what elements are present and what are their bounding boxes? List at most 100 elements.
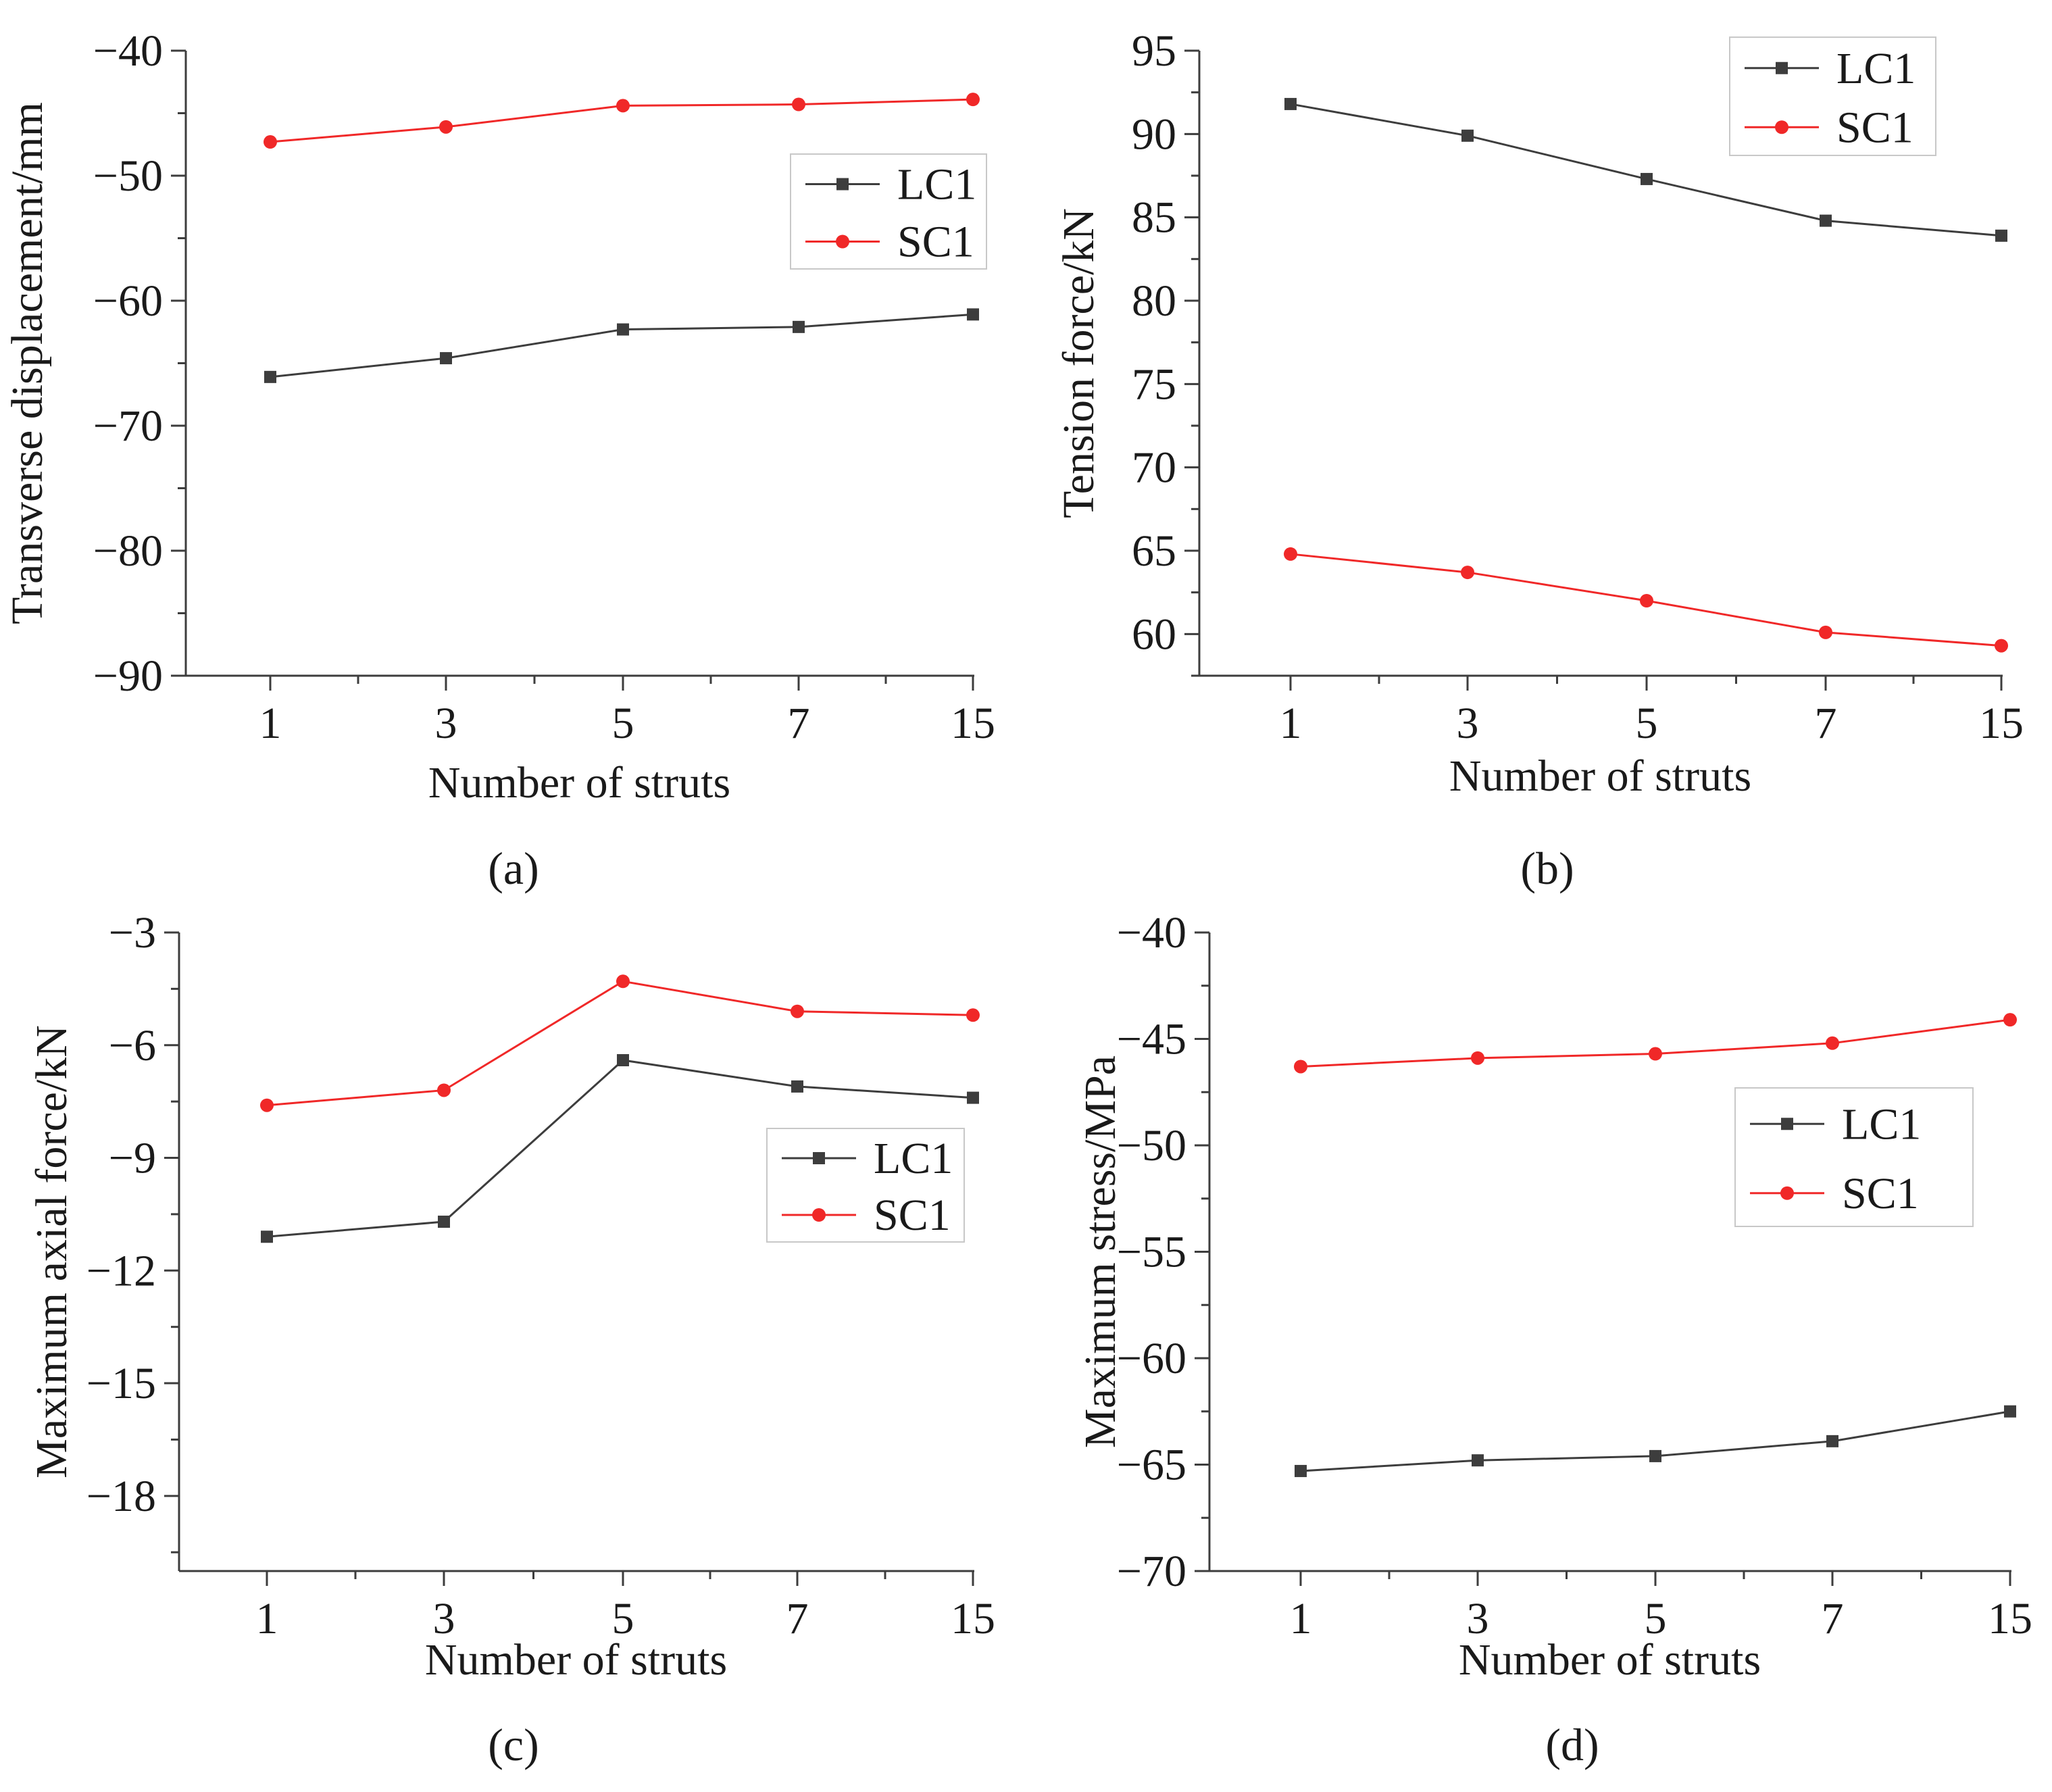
y-tick-label: 70	[1132, 443, 1176, 493]
x-tick-label: 7	[1815, 699, 1837, 748]
x-tick-label: 15	[1988, 1594, 2032, 1643]
chart-panel-3: −3 −6 −9 −12 −15 −18 1 3 5 7 15 Number of struts Max…	[27, 908, 995, 1770]
chart-panel-1: −40 −50 −60 −70 −80 −90 1 3 5 7 15 Number of struts…	[3, 26, 995, 894]
chart-panel-4: −40 −45 −50 −55 −60 −65 −70 1 3 5 7 15 Number of str…	[1076, 908, 2032, 1770]
legend-label: SC1	[1842, 1169, 1919, 1218]
legend-label: SC1	[1836, 103, 1913, 152]
x-axis-title: Number of struts	[1449, 751, 1751, 801]
data-point-sc1	[616, 974, 630, 989]
x-tick-label: 1	[1290, 1594, 1312, 1643]
x-tick-label: 5	[1645, 1594, 1667, 1643]
data-point-lc1	[1820, 214, 1832, 227]
legend-label: LC1	[874, 1134, 953, 1183]
y-tick-label: −12	[86, 1246, 156, 1295]
legend-marker	[812, 1208, 826, 1222]
data-point-lc1	[438, 1216, 450, 1228]
x-tick-label: 5	[612, 699, 634, 748]
x-tick-label: 5	[612, 1594, 634, 1643]
legend-label: LC1	[1842, 1099, 1921, 1149]
y-tick-label: −70	[93, 401, 163, 451]
data-point-lc1	[967, 1091, 979, 1104]
legend-box	[1734, 1087, 1974, 1227]
x-tick-label: 1	[1280, 699, 1302, 748]
y-tick-label: −90	[93, 651, 163, 701]
data-point-sc1	[1826, 1036, 1839, 1050]
data-point-lc1	[1995, 229, 2007, 242]
y-tick-label: 65	[1132, 526, 1176, 576]
y-axis-title: Tension force/kN	[1054, 208, 1103, 518]
x-tick-label: 3	[1467, 1594, 1489, 1643]
x-tick-label: 5	[1636, 699, 1658, 748]
x-tick-label: 7	[1822, 1594, 1844, 1643]
data-point-sc1	[2003, 1013, 2017, 1027]
y-axis-title: Maximum stress/MPa	[1076, 1055, 1125, 1448]
data-point-lc1	[1472, 1454, 1484, 1467]
x-tick-label: 15	[1979, 699, 2024, 748]
y-tick-label: 75	[1132, 359, 1176, 409]
data-point-lc1	[1641, 172, 1653, 185]
data-point-lc1	[617, 1054, 629, 1066]
y-tick-label: −3	[109, 908, 156, 957]
y-tick-label: 85	[1132, 193, 1176, 243]
data-point-sc1	[792, 97, 805, 111]
y-tick-label: −45	[1117, 1015, 1186, 1064]
y-tick-label: −40	[93, 26, 163, 76]
legend-box	[1729, 36, 1936, 156]
legend-box	[790, 153, 987, 270]
data-point-sc1	[1649, 1047, 1662, 1061]
y-tick-label: −50	[93, 151, 163, 201]
data-point-lc1	[791, 1080, 803, 1093]
data-point-sc1	[1471, 1051, 1484, 1065]
legend-marker	[836, 234, 849, 249]
y-tick-label: −65	[1117, 1441, 1186, 1490]
data-point-sc1	[260, 1098, 274, 1112]
y-tick-label: −50	[1117, 1121, 1186, 1170]
data-point-lc1	[440, 352, 452, 365]
x-tick-label: 7	[786, 1594, 809, 1643]
data-point-sc1	[966, 93, 980, 107]
y-tick-label: −9	[109, 1134, 156, 1183]
x-tick-label: 3	[433, 1594, 455, 1643]
panel-label: (d)	[1545, 1719, 1599, 1770]
panel-label: (c)	[488, 1719, 539, 1770]
y-tick-label: −15	[86, 1359, 156, 1408]
data-point-sc1	[439, 120, 453, 134]
data-point-sc1	[264, 135, 277, 149]
data-point-sc1	[1819, 625, 1832, 639]
data-point-lc1	[1649, 1449, 1661, 1462]
x-tick-label: 3	[435, 699, 457, 748]
y-tick-label: −6	[109, 1021, 156, 1070]
chart-panel-2: 60 65 70 75 80 85 90 95 1 3 5 7 15 Number of struts Te…	[1054, 26, 2024, 894]
series-line-sc1	[266, 980, 974, 1107]
data-point-lc1	[967, 308, 979, 321]
y-tick-label: −60	[93, 276, 163, 326]
legend-label: SC1	[874, 1191, 951, 1240]
y-tick-label: −55	[1117, 1228, 1186, 1277]
y-tick-label: −80	[93, 526, 163, 576]
legend-marker	[1780, 1186, 1794, 1200]
y-tick-label: −18	[86, 1472, 156, 1521]
legend-label: LC1	[897, 160, 976, 209]
legend-marker	[836, 178, 849, 191]
data-point-sc1	[791, 1004, 804, 1018]
data-point-sc1	[1995, 639, 2008, 653]
x-axis-title: Number of struts	[428, 758, 730, 807]
data-point-lc1	[1295, 1464, 1307, 1477]
data-point-lc1	[1826, 1435, 1838, 1447]
data-point-lc1	[793, 320, 805, 333]
x-tick-label: 7	[788, 699, 810, 748]
legend-marker	[813, 1152, 825, 1164]
data-point-sc1	[1461, 566, 1474, 580]
legend-box	[766, 1128, 965, 1243]
legend-marker	[1781, 1118, 1793, 1130]
legend-label: LC1	[1836, 44, 1916, 93]
y-tick-label: 95	[1132, 26, 1176, 76]
data-point-sc1	[1640, 594, 1653, 607]
x-tick-label: 15	[951, 699, 995, 748]
x-tick-label: 1	[256, 1594, 278, 1643]
legend-label: SC1	[897, 218, 974, 267]
